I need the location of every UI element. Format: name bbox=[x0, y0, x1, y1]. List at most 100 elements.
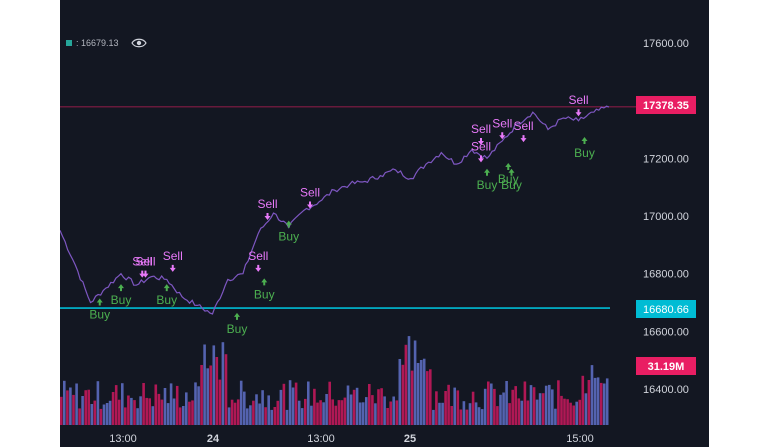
volume-bar bbox=[154, 384, 158, 425]
volume-bar bbox=[523, 381, 527, 425]
signals: BuyBuySellSellBuySellBuySellBuySellBuySe… bbox=[89, 93, 594, 336]
price-tick-label: 16400.00 bbox=[643, 384, 689, 396]
volume-bar bbox=[361, 402, 365, 425]
volume-bar bbox=[511, 389, 514, 425]
time-tick-label: 13:00 bbox=[109, 433, 137, 445]
volume-bar bbox=[490, 383, 493, 425]
time-axis[interactable]: 13:00 24 13:00 25 15:00 bbox=[109, 433, 594, 445]
volume-bar bbox=[398, 359, 402, 425]
volume-bar bbox=[60, 396, 63, 425]
volume-bar bbox=[468, 403, 472, 425]
sell-label: Sell bbox=[300, 185, 320, 199]
volume-bar bbox=[221, 342, 225, 425]
volume-bar bbox=[172, 398, 176, 425]
sell-signal: Sell bbox=[492, 116, 512, 140]
indicator-price-label: 16680.66 bbox=[636, 300, 696, 318]
volume-label: 31.19M bbox=[636, 357, 696, 375]
volume-bar bbox=[325, 394, 328, 425]
volume-bar bbox=[304, 398, 307, 425]
volume-bar bbox=[453, 387, 456, 425]
volume-bar bbox=[493, 388, 496, 425]
buy-label: Buy bbox=[574, 146, 595, 160]
sell-signal: Sell bbox=[568, 93, 589, 117]
price-axis[interactable]: 17600.0017400.0017200.0017000.0016800.00… bbox=[643, 38, 689, 396]
volume-bar bbox=[499, 394, 502, 425]
volume-bar bbox=[276, 400, 280, 425]
volume-bar bbox=[249, 405, 252, 425]
arrow-down-icon bbox=[520, 135, 527, 143]
volume-bar bbox=[102, 404, 106, 425]
volume-bar bbox=[349, 394, 353, 425]
volume-bar bbox=[584, 393, 588, 425]
volume-bar bbox=[93, 400, 97, 425]
volume-bar bbox=[169, 383, 173, 425]
volume-bar bbox=[596, 377, 600, 425]
sell-label: Sell bbox=[471, 122, 491, 136]
volume-bar bbox=[371, 395, 374, 425]
volume-bar bbox=[581, 375, 585, 425]
volume-bar bbox=[316, 402, 319, 425]
chart-panel[interactable]: : 16679.13 Buy Buy Sell Sell Buy Sell Buy Sell B… bbox=[60, 0, 709, 447]
price-tick-label: 17600.00 bbox=[643, 38, 689, 50]
arrow-up-icon bbox=[163, 284, 170, 292]
volume-bar bbox=[255, 394, 258, 425]
volume-bar bbox=[96, 381, 100, 425]
volume-bar bbox=[218, 379, 222, 425]
buy-label: Buy bbox=[111, 293, 132, 307]
volume-bar bbox=[505, 381, 508, 425]
volume-bar bbox=[160, 399, 164, 425]
price-guides bbox=[60, 106, 638, 309]
volume-bar bbox=[63, 380, 66, 425]
volume-bar bbox=[307, 381, 310, 425]
volume-bar bbox=[236, 399, 240, 425]
buy-signal: Buy bbox=[227, 312, 247, 336]
volume-bar bbox=[188, 401, 191, 425]
buy-label: Buy bbox=[501, 178, 522, 192]
volume-bar bbox=[310, 405, 313, 425]
volume-bar bbox=[416, 363, 420, 425]
time-tick-label: 15:00 bbox=[566, 433, 594, 445]
volume-bar bbox=[185, 392, 188, 425]
legend-swatch bbox=[66, 40, 72, 46]
arrow-up-icon bbox=[484, 168, 490, 176]
sell-signal: Sell bbox=[132, 255, 152, 278]
volume-bar bbox=[355, 387, 359, 425]
volume-bar bbox=[212, 345, 216, 425]
arrow-down-icon bbox=[139, 270, 146, 278]
sell-signal: Sell bbox=[471, 139, 491, 163]
arrow-up-icon bbox=[581, 137, 588, 145]
volume-bar bbox=[166, 403, 170, 425]
volume-bar bbox=[496, 406, 499, 425]
volume-bar bbox=[163, 388, 167, 425]
volume-bar bbox=[337, 400, 341, 425]
buy-signal: Buy bbox=[477, 168, 497, 192]
eye-icon[interactable] bbox=[130, 38, 147, 48]
volume-bar bbox=[605, 378, 609, 425]
volume-bar bbox=[508, 403, 511, 425]
volume-bar bbox=[551, 389, 554, 425]
volume-bar bbox=[566, 399, 569, 425]
volume-bar bbox=[114, 385, 118, 425]
arrow-down-icon bbox=[264, 213, 271, 220]
volume-bar bbox=[178, 407, 182, 425]
arrow-down-icon bbox=[575, 109, 582, 117]
chart-svg[interactable]: BuyBuySellSellBuySellBuySellBuySellBuySe… bbox=[60, 0, 709, 447]
sell-label: Sell bbox=[257, 197, 277, 211]
volume-bar bbox=[191, 400, 194, 425]
legend: : 16679.13 bbox=[66, 38, 147, 48]
volume-bar bbox=[261, 390, 264, 425]
sell-label: Sell bbox=[248, 249, 268, 263]
arrow-up-icon bbox=[261, 278, 268, 286]
volume-bar bbox=[401, 364, 405, 425]
volume-bar bbox=[66, 390, 69, 425]
volume-bar bbox=[121, 383, 124, 425]
volume-bar bbox=[587, 380, 591, 425]
volume-bar bbox=[78, 408, 81, 425]
volume-bar bbox=[331, 399, 334, 425]
volume-bar bbox=[422, 358, 426, 425]
buy-signal: Buy bbox=[501, 168, 522, 192]
sell-label: Sell bbox=[132, 255, 152, 269]
volume-bar bbox=[99, 408, 103, 425]
sell-signal: Sell bbox=[163, 249, 183, 272]
arrow-down-icon bbox=[142, 270, 149, 278]
